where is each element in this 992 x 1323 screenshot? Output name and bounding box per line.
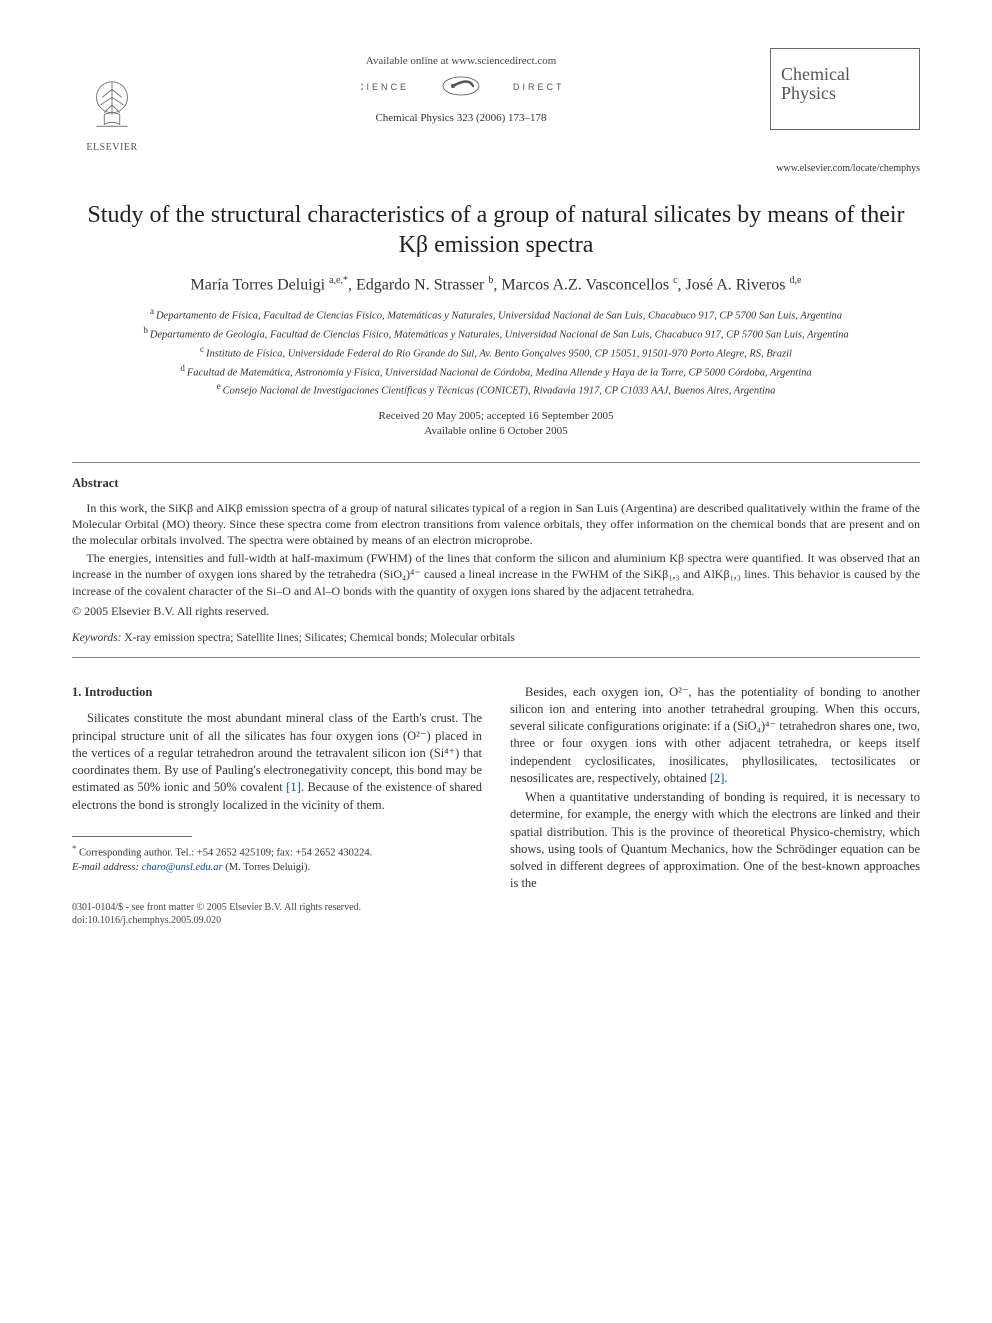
available-online-text: Available online at www.sciencedirect.co…: [152, 54, 770, 69]
issn-line: 0301-0104/$ - see front matter © 2005 El…: [72, 901, 361, 914]
publisher-name: ELSEVIER: [72, 141, 152, 155]
abstract-heading: Abstract: [72, 475, 920, 492]
keywords-line: Keywords: X-ray emission spectra; Satell…: [72, 631, 920, 647]
affiliations: aDepartamento de Física, Facultad de Cie…: [72, 305, 920, 399]
corresponding-author-footnote: * Corresponding author. Tel.: +54 2652 4…: [72, 843, 482, 875]
divider: [72, 657, 920, 658]
divider: [72, 462, 920, 463]
page-header: ELSEVIER Available online at www.science…: [72, 48, 920, 154]
article-dates: Received 20 May 2005; accepted 16 Septem…: [72, 409, 920, 440]
email-tail: (M. Torres Deluigi).: [223, 862, 310, 873]
received-date: Received 20 May 2005; accepted 16 Septem…: [72, 409, 920, 424]
copyright-line: © 2005 Elsevier B.V. All rights reserved…: [72, 603, 920, 619]
sd-left-text: SCIENCE: [361, 82, 409, 92]
citation-link-1[interactable]: [1]: [286, 780, 301, 794]
abstract-para-1: In this work, the SiKβ and AlKβ emission…: [72, 500, 920, 549]
publisher-logo-block: ELSEVIER: [72, 48, 152, 154]
intro-right-para-2: When a quantitative understanding of bon…: [510, 789, 920, 893]
elsevier-tree-icon: [83, 76, 141, 134]
citation-link-2[interactable]: [2]: [710, 771, 725, 785]
intro-right-para-1: Besides, each oxygen ion, O²⁻, has the p…: [510, 684, 920, 788]
corr-author-text: Corresponding author. Tel.: +54 2652 425…: [79, 847, 372, 858]
author-email[interactable]: charo@unsl.edu.ar: [142, 862, 223, 873]
journal-url[interactable]: www.elsevier.com/locate/chemphys: [72, 162, 920, 176]
article-title: Study of the structural characteristics …: [72, 200, 920, 260]
sciencedirect-logo: SCIENCE DIRECT: [152, 75, 770, 102]
intro-text: .: [724, 771, 727, 785]
journal-box-wrap: Chemical Physics: [770, 48, 920, 130]
keywords-label: Keywords:: [72, 632, 121, 644]
keywords-text: X-ray emission spectra; Satellite lines;…: [121, 632, 514, 644]
footnote-separator: [72, 836, 192, 837]
right-column: Besides, each oxygen ion, O²⁻, has the p…: [510, 684, 920, 895]
abstract-para-2: The energies, intensities and full-width…: [72, 550, 920, 599]
journal-reference: Chemical Physics 323 (2006) 173–178: [152, 111, 770, 126]
abstract-section: Abstract In this work, the SiKβ and AlKβ…: [72, 475, 920, 619]
intro-text: Besides, each oxygen ion, O²⁻, has the p…: [510, 685, 920, 785]
left-column: 1. Introduction Silicates constitute the…: [72, 684, 482, 895]
journal-name-line1: Chemical: [781, 65, 909, 84]
section-heading-intro: 1. Introduction: [72, 684, 482, 701]
journal-name-line2: Physics: [781, 84, 909, 103]
doi-line: doi:10.1016/j.chemphys.2005.09.020: [72, 914, 361, 927]
intro-left-para: Silicates constitute the most abundant m…: [72, 710, 482, 814]
body-columns: 1. Introduction Silicates constitute the…: [72, 684, 920, 895]
page-footer: 0301-0104/$ - see front matter © 2005 El…: [72, 901, 920, 927]
header-center: Available online at www.sciencedirect.co…: [152, 48, 770, 126]
email-label: E-mail address:: [72, 862, 139, 873]
author-list: María Torres Deluigi a,e,*, Edgardo N. S…: [72, 274, 920, 296]
sd-right-text: DIRECT: [513, 82, 561, 92]
journal-title-box: Chemical Physics: [770, 48, 920, 130]
online-date: Available online 6 October 2005: [72, 424, 920, 439]
